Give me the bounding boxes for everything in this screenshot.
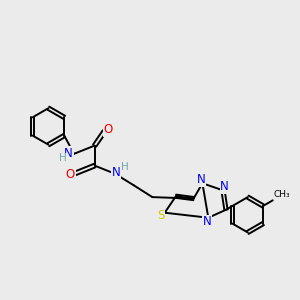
Text: N: N	[196, 173, 205, 186]
Text: S: S	[158, 209, 165, 222]
Text: N: N	[64, 147, 73, 160]
Text: N: N	[112, 166, 120, 178]
Text: N: N	[220, 180, 229, 193]
Text: H: H	[59, 153, 67, 163]
Text: O: O	[103, 124, 112, 136]
Text: H: H	[121, 162, 129, 172]
Text: O: O	[66, 168, 75, 181]
Text: N: N	[202, 215, 211, 228]
Text: CH₃: CH₃	[274, 190, 290, 199]
